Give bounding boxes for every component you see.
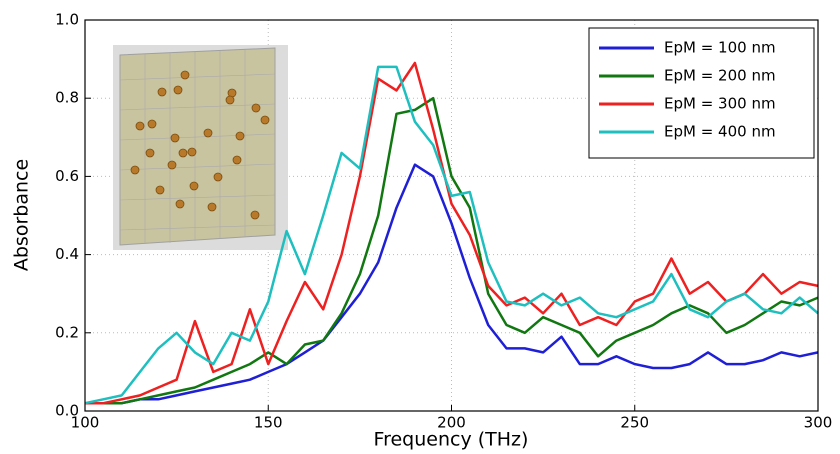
inset-image — [113, 45, 288, 250]
y-tick-label: 0.0 — [55, 402, 79, 420]
y-axis-title: Absorbance — [11, 159, 33, 271]
x-tick-label: 250 — [620, 414, 649, 432]
legend-label: EpM = 300 nm — [664, 95, 776, 113]
x-tick-label: 300 — [804, 414, 833, 432]
x-tick-label: 100 — [71, 414, 100, 432]
series-line — [84, 65, 819, 405]
x-axis-title: Frequency (THz) — [374, 429, 529, 451]
y-tick-label: 0.6 — [55, 167, 79, 185]
x-tick-label: 150 — [254, 414, 283, 432]
y-tick-label: 0.4 — [55, 245, 79, 263]
legend: EpM = 100 nm EpM = 200 nm EpM = 300 nm EpM … — [588, 27, 815, 159]
x-tick-label: 200 — [437, 414, 466, 432]
y-tick-label: 0.8 — [55, 89, 79, 107]
legend-label: EpM = 100 nm — [664, 39, 776, 57]
legend-label: EpM = 400 nm — [664, 123, 776, 141]
series-line — [85, 163, 819, 405]
legend-box — [588, 27, 815, 159]
legend-label: EpM = 200 nm — [664, 67, 776, 85]
series-line — [85, 61, 819, 405]
series-line — [85, 96, 819, 405]
y-tick-label: 1.0 — [55, 11, 79, 29]
y-tick-label: 0.2 — [55, 323, 79, 341]
